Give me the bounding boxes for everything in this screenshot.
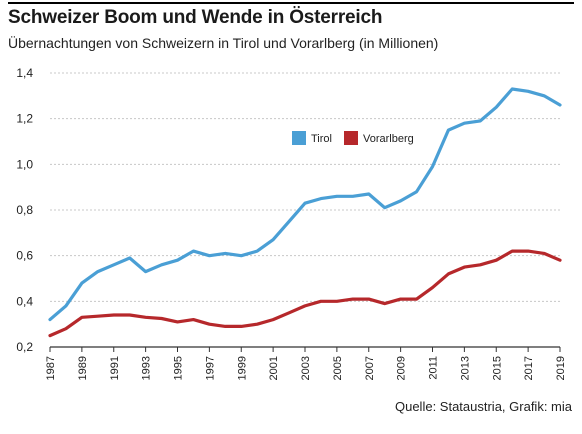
x-tick-label: 2019 [555,356,567,380]
y-tick-label: 1,0 [16,157,33,171]
legend: Tirol Vorarlberg [292,131,414,145]
y-tick-label: 0,4 [16,294,33,308]
x-tick-label: 1991 [109,356,121,380]
x-tick-label: 2003 [300,356,312,380]
x-tick-label: 1987 [45,356,57,380]
legend-swatch-tirol [292,131,306,145]
x-tick-label: 1993 [141,356,153,380]
y-axis-ticks: 0,2 0,4 0,6 0,8 1,0 1,2 1,4 [16,66,33,354]
chart-subtitle: Übernachtungen von Schweizern in Tirol u… [8,35,439,51]
y-tick-label: 0,6 [16,249,33,263]
source-note: Quelle: Stataustria, Grafik: mia [394,399,572,414]
series-line-vorarlberg [48,249,562,338]
legend-label-vorarlberg: Vorarlberg [363,133,414,145]
x-tick-label: 1999 [236,356,248,380]
x-tick-label: 2015 [491,356,503,380]
chart-title: Schweizer Boom und Wende in Österreich [8,7,383,28]
y-tick-label: 0,8 [16,203,33,217]
legend-swatch-vorarlberg [344,131,358,145]
x-tick-label: 1995 [173,356,185,380]
y-tick-label: 0,2 [16,340,33,354]
x-tick-label: 1989 [77,356,89,380]
series-line-tirol [48,87,562,322]
series-lines [48,87,562,338]
top-rule [8,2,574,4]
x-tick-label: 2005 [332,356,344,380]
x-tick-label: 1997 [204,356,216,380]
x-tick-label: 2007 [364,356,376,380]
x-tick-label: 2009 [396,356,408,380]
x-tick-label: 2001 [268,356,280,380]
y-tick-label: 1,4 [16,66,33,80]
legend-label-tirol: Tirol [311,133,332,145]
y-tick-label: 1,2 [16,112,33,126]
x-tick-label: 2011 [428,356,440,380]
x-tick-label: 2017 [523,356,535,380]
x-axis-ticks: 1987 1989 1991 1993 1995 1997 1999 2001 2003 2005… [45,347,567,380]
x-tick-label: 2013 [459,356,471,380]
